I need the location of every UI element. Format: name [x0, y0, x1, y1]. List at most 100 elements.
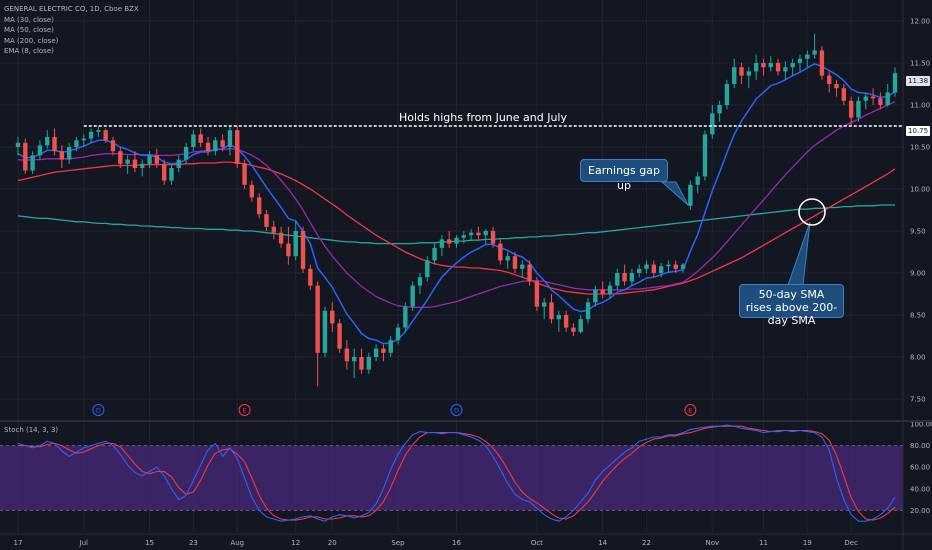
dividend-marker	[92, 404, 105, 416]
candle-body	[242, 163, 247, 185]
candle-body	[870, 96, 876, 99]
candle-body	[154, 155, 160, 164]
earnings-marker	[684, 404, 697, 416]
time-tick-label: 19	[803, 539, 812, 547]
candle-body	[673, 264, 678, 269]
candle-body	[198, 134, 203, 143]
candle-body	[227, 130, 233, 147]
event-marker-label: D	[454, 407, 459, 415]
candle-body	[66, 147, 72, 160]
candle-body	[805, 54, 810, 59]
stoch-tick-label: 20.00	[910, 507, 930, 515]
price-tick-label: 11.50	[910, 60, 930, 68]
candle-body	[81, 138, 86, 141]
candle-body	[351, 357, 357, 362]
candle-body	[278, 232, 284, 244]
candle-body	[425, 260, 430, 278]
candle-body	[542, 302, 547, 307]
candle-body	[388, 340, 393, 353]
candle-body	[74, 140, 79, 147]
candle-body	[59, 151, 65, 160]
candle-body	[622, 273, 627, 282]
candle-body	[271, 226, 276, 233]
time-tick-label: Sep	[391, 539, 405, 547]
price-tick-label: 11.00	[910, 102, 930, 110]
candle-body	[293, 231, 298, 257]
last-price-tag: 11.38	[906, 76, 931, 86]
price-tick-label: 10.50	[910, 144, 930, 152]
time-tick-label: 17	[14, 539, 23, 547]
candle-body	[403, 306, 408, 328]
candle-body	[366, 357, 371, 370]
time-tick-label: Jul	[79, 539, 89, 547]
time-tick-label: 16	[452, 539, 461, 547]
candle-body	[490, 231, 496, 244]
candle-body	[322, 310, 328, 353]
candle-body	[454, 237, 459, 244]
sma-cross-callout: 50-day SMA rises above 200-day SMA	[739, 284, 844, 327]
price-tick-label: 8.00	[910, 354, 926, 362]
candle-body	[286, 243, 291, 257]
candle-body	[256, 197, 262, 215]
candle-body	[834, 84, 839, 89]
time-tick-label: 12	[291, 539, 300, 547]
time-tick-label: 15	[145, 539, 154, 547]
candle-body	[761, 63, 766, 68]
candle-body	[637, 268, 642, 273]
candle-body	[52, 136, 57, 152]
candle-body	[300, 231, 306, 269]
candle-body	[556, 315, 562, 320]
candle-body	[30, 155, 35, 171]
price-tick-label: 12.00	[910, 18, 930, 26]
earnings-marker	[238, 404, 251, 416]
dividend-marker	[450, 404, 463, 416]
candle-body	[666, 264, 671, 267]
price-tick-label: 8.50	[910, 312, 926, 320]
candle-body	[45, 136, 50, 146]
candle-body	[96, 130, 101, 132]
candle-body	[651, 264, 657, 273]
candle-body	[344, 348, 350, 362]
candle-body	[88, 131, 94, 139]
candle-body	[863, 96, 868, 101]
candle-body	[527, 264, 532, 282]
event-marker-label: E	[688, 407, 692, 415]
candle-body	[885, 92, 890, 105]
time-tick-label: 11	[759, 539, 768, 547]
candle-body	[644, 264, 649, 269]
candle-body	[103, 130, 108, 141]
candle-body	[615, 273, 620, 286]
time-tick-label: 22	[642, 539, 651, 547]
candle-body	[746, 71, 752, 76]
candle-body	[15, 142, 21, 147]
candle-body	[161, 163, 167, 181]
candle-body	[571, 327, 576, 332]
time-tick-label: 14	[598, 539, 607, 547]
sma-cross-highlight	[798, 198, 826, 226]
candle-body	[534, 281, 540, 307]
candle-body	[439, 239, 445, 248]
candle-body	[213, 140, 218, 152]
candle-body	[205, 142, 211, 152]
candle-body	[498, 243, 503, 261]
candle-body	[249, 184, 255, 198]
legend-ma200: MA (200, close)	[4, 36, 59, 45]
candle-body	[468, 232, 474, 236]
chart-legend: GENERAL ELECTRIC CO, 1D, Cboe BZX MA (30…	[4, 4, 139, 57]
candle-body	[658, 266, 664, 273]
candle-body	[688, 184, 693, 206]
candle-body	[739, 67, 744, 76]
stoch-tick-label: 80.00	[910, 442, 930, 450]
candle-body	[176, 159, 181, 168]
time-tick-label: Nov	[705, 539, 719, 547]
stoch-tick-label: 100.00	[910, 421, 932, 429]
candle-body	[695, 176, 700, 185]
stoch-tick-label: 40.00	[910, 485, 930, 493]
candle-body	[381, 348, 386, 353]
candle-body	[220, 140, 225, 147]
candle-body	[593, 289, 598, 303]
candle-body	[505, 256, 510, 261]
stochastic	[17, 424, 896, 522]
